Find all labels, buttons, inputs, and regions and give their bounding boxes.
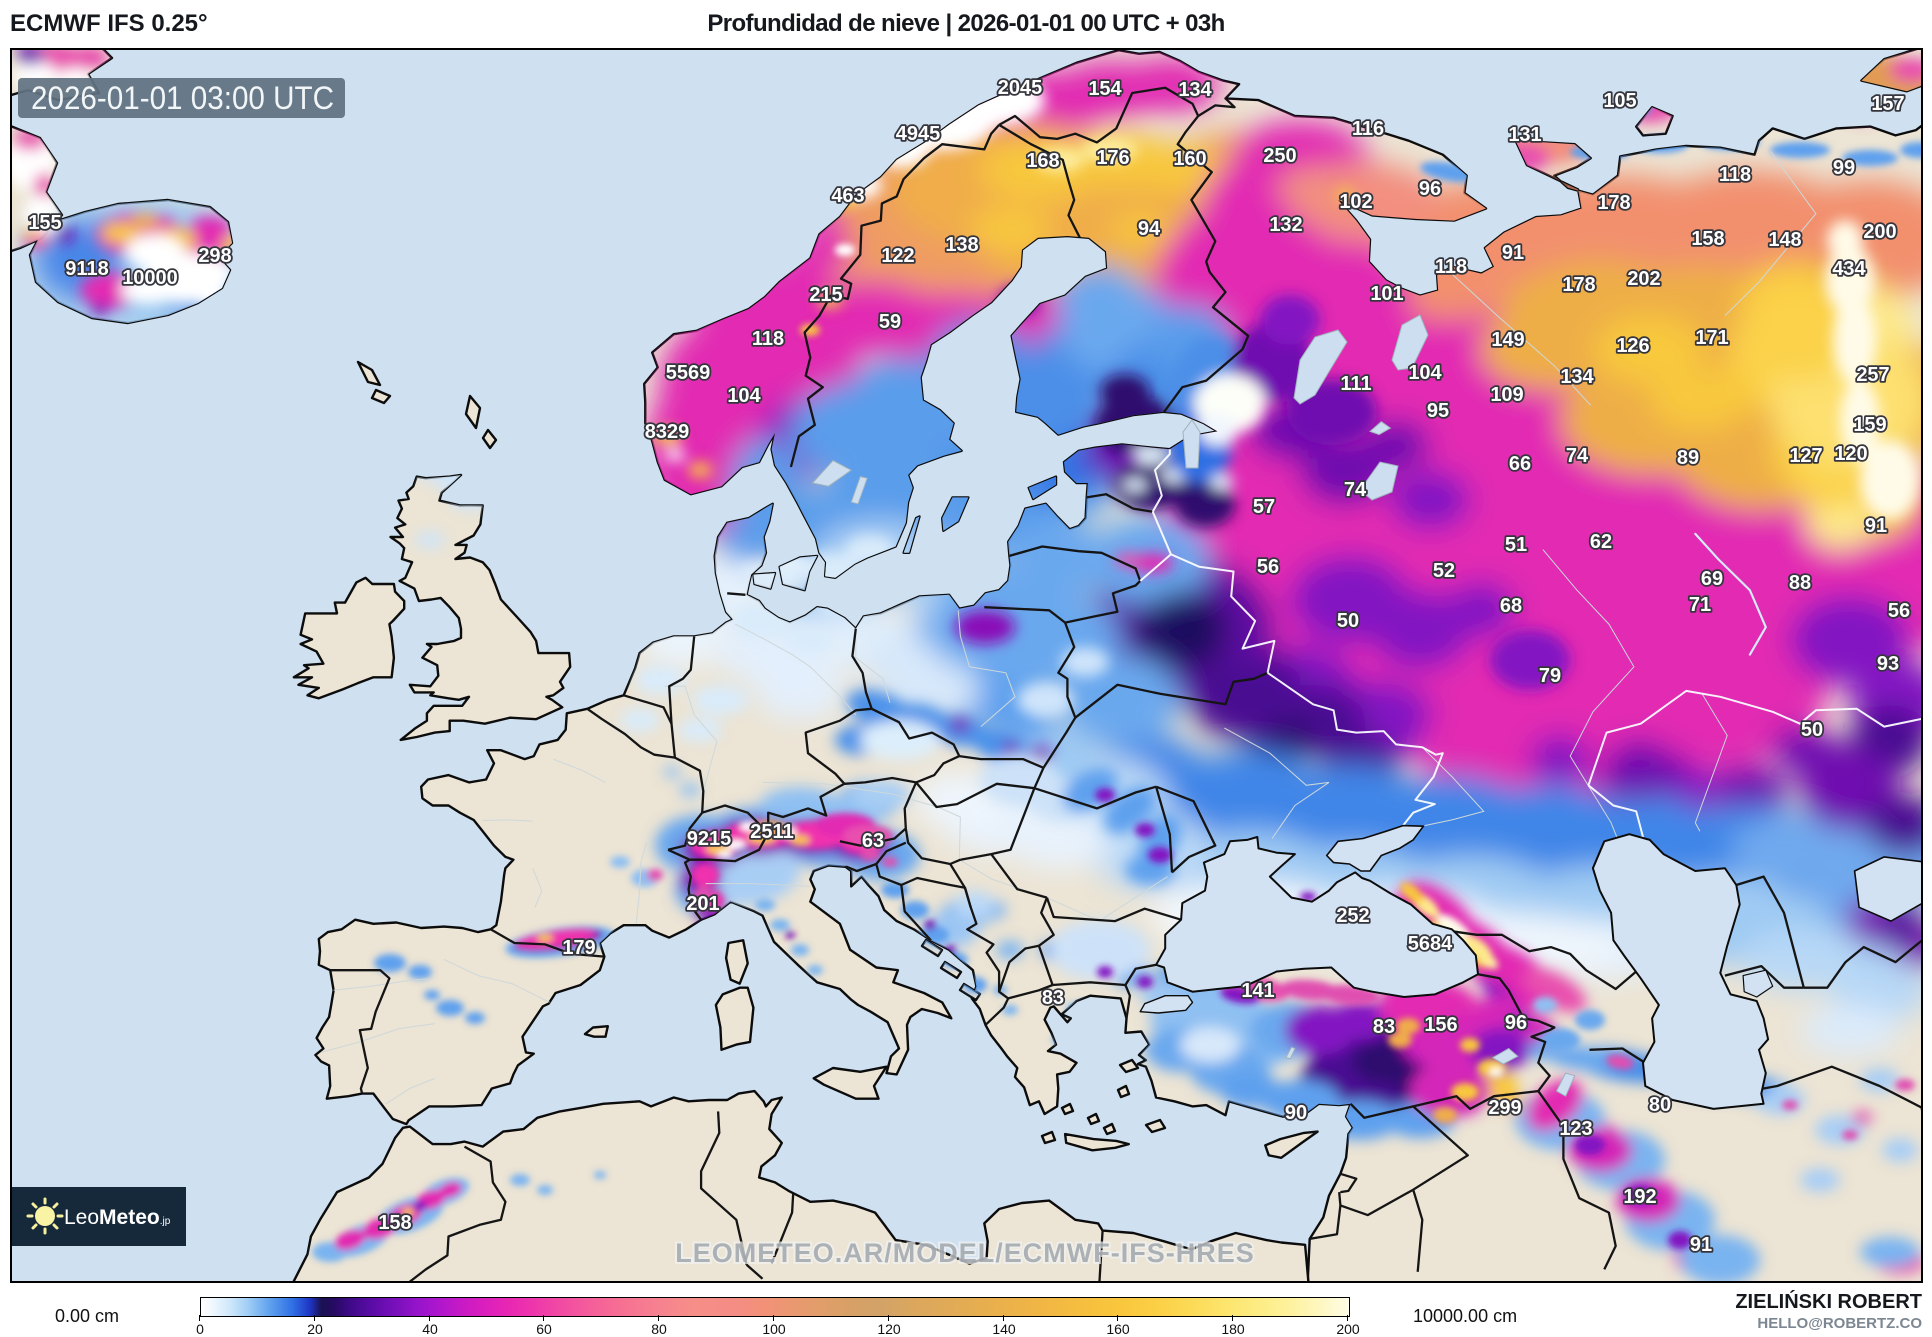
svg-text:434: 434 [1832, 258, 1866, 280]
svg-text:79: 79 [1539, 665, 1561, 687]
svg-text:90: 90 [1285, 1102, 1307, 1124]
svg-text:149: 149 [1491, 329, 1524, 351]
svg-text:134: 134 [1178, 79, 1212, 101]
svg-text:118: 118 [752, 328, 784, 350]
svg-text:2045: 2045 [998, 77, 1043, 99]
svg-text:141: 141 [1241, 980, 1274, 1002]
svg-text:9215: 9215 [687, 828, 732, 850]
svg-text:104: 104 [727, 385, 761, 407]
svg-text:56: 56 [1888, 600, 1910, 622]
svg-text:4945: 4945 [896, 123, 941, 145]
svg-text:88: 88 [1789, 572, 1811, 594]
svg-text:69: 69 [1701, 568, 1723, 590]
svg-text:91: 91 [1502, 242, 1524, 264]
svg-text:178: 178 [1597, 192, 1630, 214]
svg-text:89: 89 [1677, 447, 1699, 469]
svg-text:299: 299 [1488, 1097, 1521, 1119]
svg-text:157: 157 [1871, 93, 1904, 115]
svg-text:96: 96 [1505, 1012, 1527, 1034]
svg-text:10000: 10000 [122, 267, 178, 289]
svg-text:168: 168 [1026, 150, 1059, 172]
svg-text:91: 91 [1690, 1234, 1712, 1256]
svg-text:105: 105 [1603, 90, 1636, 112]
svg-text:122: 122 [881, 245, 914, 267]
svg-text:74: 74 [1566, 445, 1589, 467]
svg-text:99: 99 [1833, 157, 1855, 179]
svg-text:71: 71 [1689, 594, 1711, 616]
svg-text:171: 171 [1695, 327, 1728, 349]
svg-text:5569: 5569 [666, 362, 711, 384]
svg-text:127: 127 [1789, 445, 1822, 467]
svg-text:LeoMeteo.jp: LeoMeteo.jp [64, 1206, 171, 1229]
svg-text:148: 148 [1768, 229, 1801, 251]
svg-text:126: 126 [1616, 335, 1649, 357]
svg-text:66: 66 [1509, 453, 1531, 475]
svg-text:215: 215 [809, 284, 842, 306]
svg-text:59: 59 [879, 311, 901, 333]
svg-text:154: 154 [1088, 78, 1122, 100]
svg-text:463: 463 [831, 185, 864, 207]
svg-text:111: 111 [1340, 373, 1371, 395]
svg-text:134: 134 [1560, 366, 1594, 388]
svg-text:83: 83 [1042, 987, 1064, 1009]
svg-text:131: 131 [1508, 124, 1541, 146]
svg-text:200: 200 [1863, 221, 1896, 243]
svg-text:202: 202 [1627, 268, 1660, 290]
svg-text:298: 298 [198, 245, 231, 267]
svg-text:94: 94 [1138, 218, 1161, 240]
svg-text:250: 250 [1263, 145, 1296, 167]
svg-text:138: 138 [945, 234, 978, 256]
svg-text:118: 118 [1719, 164, 1751, 186]
svg-text:5684: 5684 [1408, 933, 1453, 955]
svg-text:101: 101 [1370, 283, 1403, 305]
svg-text:252: 252 [1336, 905, 1369, 927]
svg-text:2026-01-01 03:00 UTC: 2026-01-01 03:00 UTC [31, 80, 334, 116]
svg-text:56: 56 [1257, 556, 1279, 578]
svg-text:159: 159 [1853, 414, 1886, 436]
svg-text:52: 52 [1433, 560, 1455, 582]
svg-text:179: 179 [562, 937, 595, 959]
svg-text:160: 160 [1173, 148, 1206, 170]
svg-text:192: 192 [1623, 1186, 1656, 1208]
svg-text:176: 176 [1096, 147, 1129, 169]
svg-text:83: 83 [1373, 1016, 1395, 1038]
svg-text:50: 50 [1337, 610, 1359, 632]
svg-text:132: 132 [1269, 214, 1302, 236]
svg-text:LEOMETEO.AR/MODEL/ECMWF-IFS-HR: LEOMETEO.AR/MODEL/ECMWF-IFS-HRES [675, 1238, 1254, 1268]
svg-text:8329: 8329 [645, 421, 690, 443]
svg-text:2511: 2511 [750, 821, 793, 843]
svg-text:201: 201 [686, 893, 719, 915]
svg-text:109: 109 [1490, 384, 1523, 406]
svg-text:102: 102 [1339, 191, 1372, 213]
svg-text:156: 156 [1424, 1014, 1457, 1036]
svg-text:178: 178 [1562, 274, 1595, 296]
svg-text:257: 257 [1856, 364, 1889, 386]
svg-text:91: 91 [1865, 515, 1887, 537]
svg-text:118: 118 [1435, 256, 1467, 278]
svg-text:74: 74 [1344, 479, 1367, 501]
svg-text:68: 68 [1500, 595, 1522, 617]
svg-text:51: 51 [1505, 534, 1527, 556]
svg-text:120: 120 [1834, 443, 1867, 465]
svg-text:116: 116 [1352, 118, 1384, 140]
svg-text:95: 95 [1427, 400, 1449, 422]
svg-text:158: 158 [1691, 228, 1724, 250]
svg-text:96: 96 [1419, 178, 1441, 200]
svg-text:158: 158 [378, 1212, 411, 1234]
svg-text:9118: 9118 [65, 258, 108, 280]
svg-text:80: 80 [1649, 1094, 1671, 1116]
svg-text:57: 57 [1253, 496, 1275, 518]
svg-text:93: 93 [1877, 653, 1899, 675]
svg-text:62: 62 [1590, 531, 1612, 553]
svg-text:50: 50 [1801, 719, 1823, 741]
svg-text:104: 104 [1408, 362, 1442, 384]
svg-text:155: 155 [28, 212, 61, 234]
svg-text:63: 63 [862, 830, 884, 852]
svg-text:123: 123 [1559, 1118, 1592, 1140]
